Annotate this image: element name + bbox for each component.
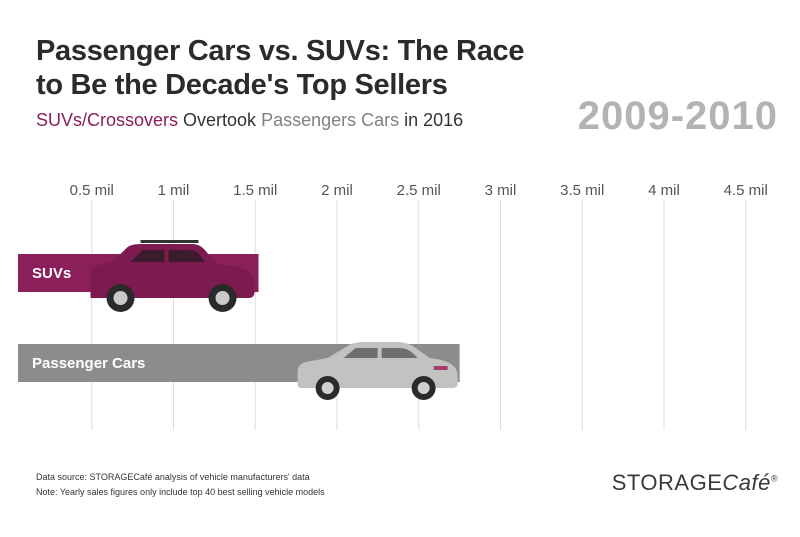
chart-subtitle: SUVs/Crossovers Overtook Passengers Cars… <box>36 110 463 131</box>
x-tick-label: 2 mil <box>321 182 353 199</box>
bar-label: SUVs <box>32 265 71 282</box>
period-label: 2009-2010 <box>577 94 778 138</box>
logo-cafe: Café <box>722 470 771 495</box>
data-source-note: Data source: STORAGECafé analysis of veh… <box>36 472 310 482</box>
x-tick-label: 4 mil <box>648 182 680 199</box>
footnote: Note: Yearly sales figures only include … <box>36 487 325 497</box>
storagecafe-logo: STORAGECafé® <box>612 470 778 496</box>
x-tick-label: 1.5 mil <box>233 182 277 199</box>
gridlines <box>91 200 747 430</box>
title-line-2: to Be the Decade's Top Sellers <box>36 69 448 101</box>
x-tick-label: 3 mil <box>485 182 517 199</box>
x-tick-label: 3.5 mil <box>560 182 604 199</box>
chart-title: Passenger Cars vs. SUVs: The Race to Be … <box>36 34 596 102</box>
x-axis-ticks: 0.5 mil 1 mil 1.5 mil 2 mil 2.5 mil 3 mil 3.5 … <box>70 182 768 199</box>
subtitle-car: Passengers Cars <box>261 110 400 130</box>
bar-label: Passenger Cars <box>32 355 145 372</box>
subtitle-suv: SUVs/Crossovers <box>36 110 179 130</box>
subtitle-mid: Overtook <box>178 110 262 130</box>
x-tick-label: 0.5 mil <box>70 182 114 199</box>
subtitle-end: in 2016 <box>399 110 464 130</box>
car-icon <box>297 342 458 400</box>
x-tick-label: 4.5 mil <box>724 182 768 199</box>
x-tick-label: 2.5 mil <box>397 182 441 199</box>
suv-icon <box>90 240 255 312</box>
logo-registered-mark: ® <box>770 473 778 484</box>
title-line-1: Passenger Cars vs. SUVs: The Race <box>36 35 525 67</box>
logo-main: STORAGE <box>611 470 723 495</box>
x-tick-label: 1 mil <box>158 182 190 199</box>
